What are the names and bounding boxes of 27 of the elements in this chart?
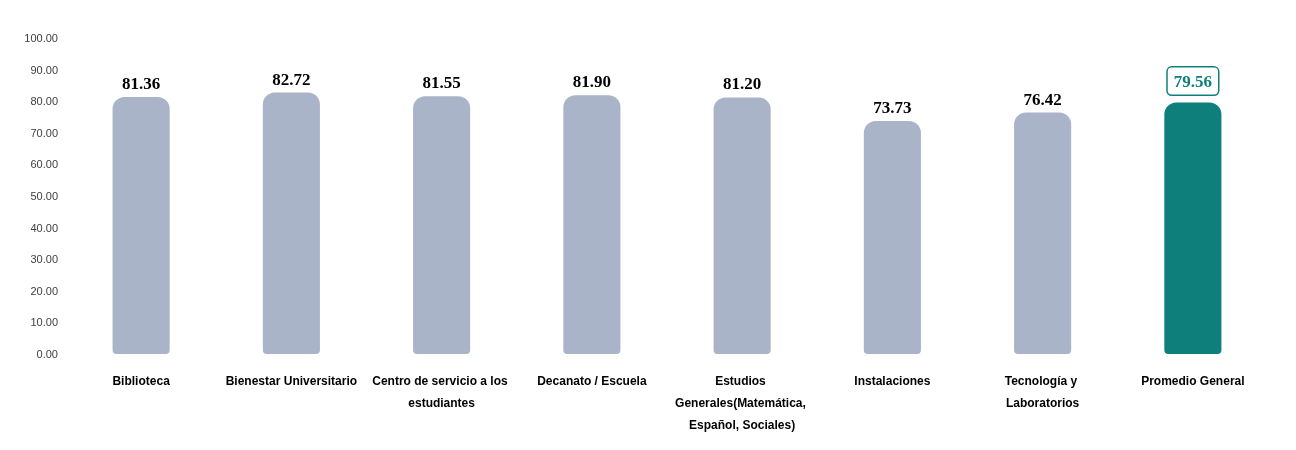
x-tick-label: Decanato / Escuela <box>537 374 647 388</box>
y-tick-label: 70.00 <box>30 126 58 139</box>
data-label: 81.36 <box>122 73 161 93</box>
data-label: 73.73 <box>873 98 912 118</box>
data-label: 81.90 <box>572 72 611 92</box>
data-label: 79.56 <box>1173 71 1212 91</box>
data-label: 81.20 <box>723 74 762 94</box>
y-tick-label: 0.00 <box>36 348 58 360</box>
data-label: 82.72 <box>272 69 311 89</box>
x-tick-label: Bienestar Universitario <box>225 374 358 388</box>
x-tick-label: Instalaciones <box>854 374 931 388</box>
y-tick-label: 40.00 <box>30 221 58 234</box>
x-tick-label: Estudios Generales(Matemática, Español, Sociales) <box>675 374 810 432</box>
y-tick-label: 30.00 <box>30 253 58 266</box>
x-tick-label: Promedio General <box>1141 374 1245 388</box>
x-tick-label: Tecnología y Laboratorios <box>1004 374 1081 410</box>
y-tick-label: 80.00 <box>30 95 58 108</box>
y-tick-label: 50.00 <box>30 190 58 202</box>
y-tick-label: 100.00 <box>24 32 58 44</box>
y-tick-label: 90.00 <box>30 63 58 76</box>
data-label: 76.42 <box>1023 89 1062 109</box>
x-tick-label: Biblioteca <box>112 374 171 388</box>
y-tick-label: 20.00 <box>30 284 58 297</box>
x-tick-label: Centro de servicio a los estudiantes <box>372 374 511 410</box>
data-label: 81.55 <box>422 73 461 93</box>
y-tick-label: 10.00 <box>30 316 58 329</box>
y-tick-label: 60.00 <box>30 158 58 171</box>
